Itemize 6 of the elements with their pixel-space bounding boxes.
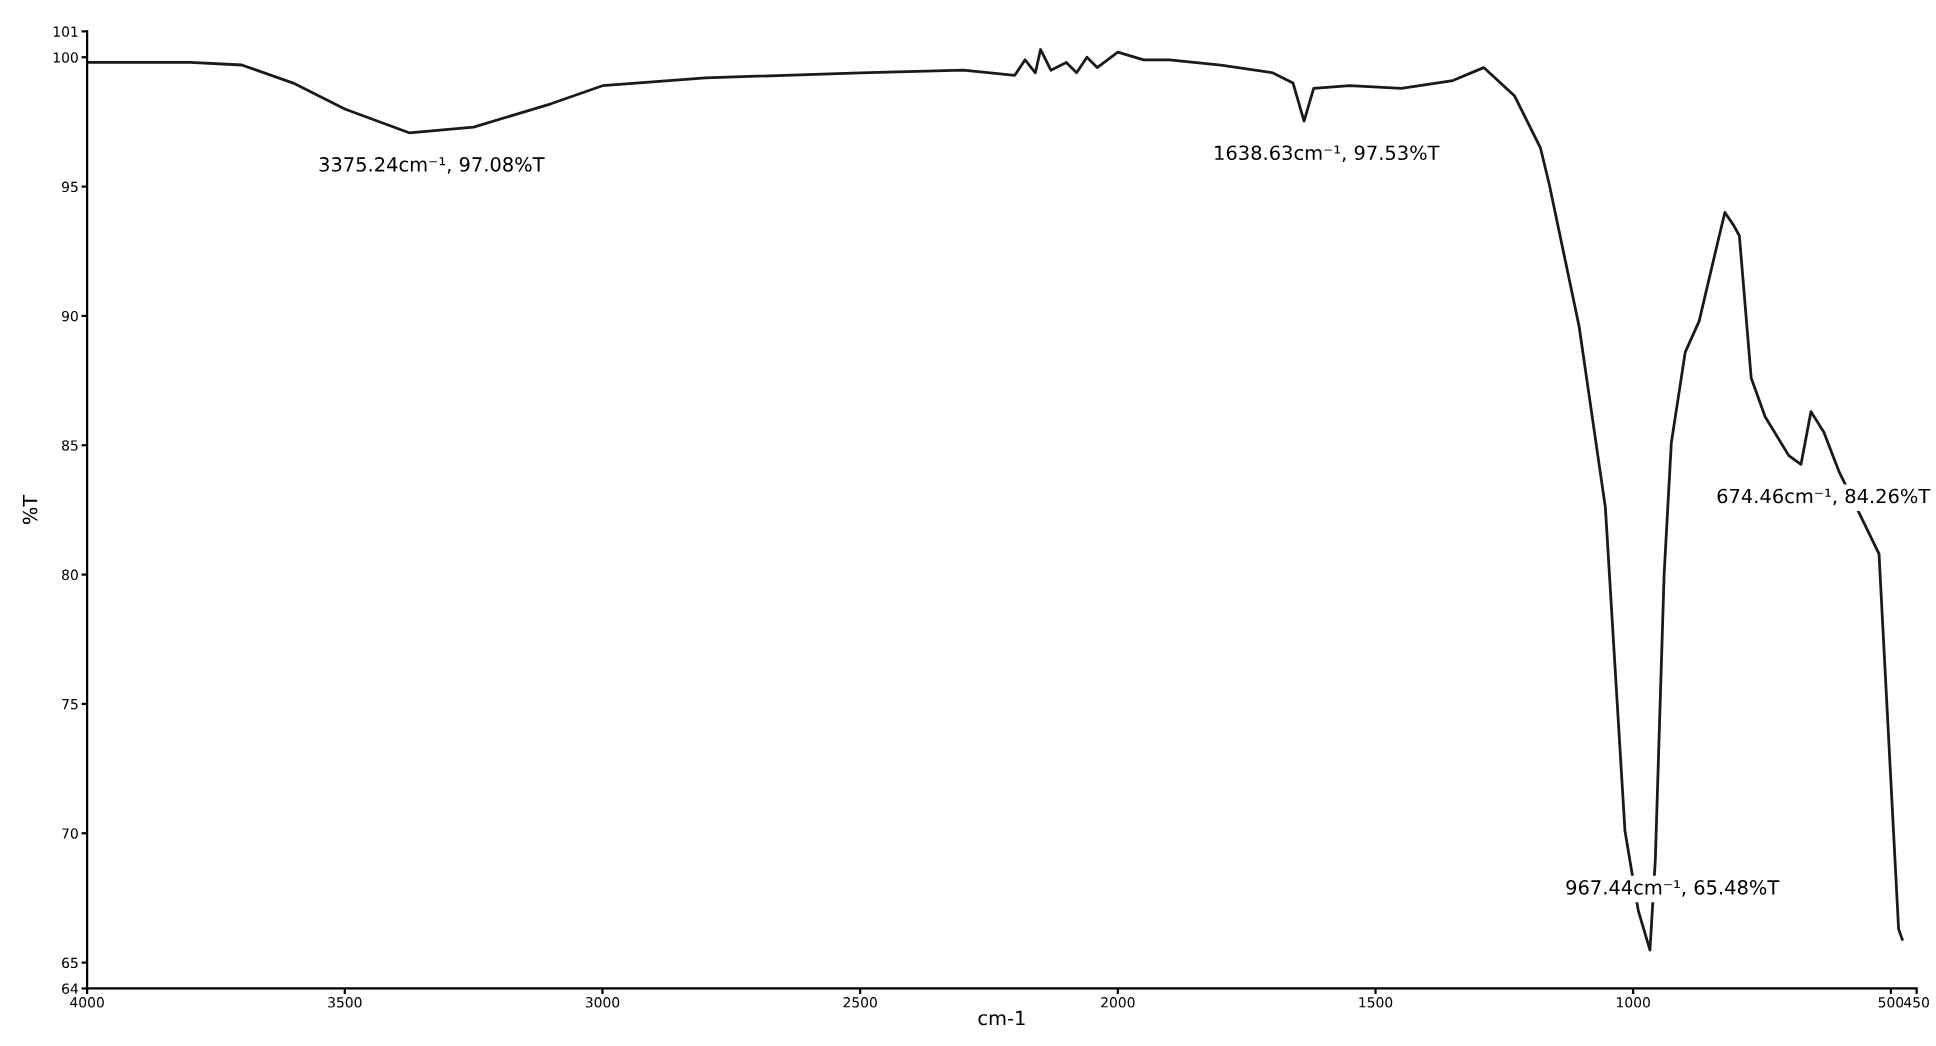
annotation: 967.44cm⁻¹, 65.48%T (1566, 880, 1780, 897)
annotation: 3375.24cm⁻¹, 97.08%T (319, 157, 545, 174)
annotation: 674.46cm⁻¹, 84.26%T (1717, 488, 1931, 506)
x-axis-title: cm-1 (978, 1010, 1025, 1026)
y-axis-title: %T (22, 494, 38, 525)
annotation: 1638.63cm⁻¹, 97.53%T (1215, 145, 1440, 163)
